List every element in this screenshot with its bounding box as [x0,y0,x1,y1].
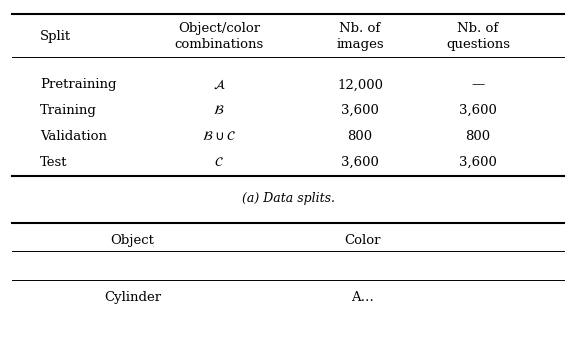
Text: Color: Color [344,234,381,247]
Text: Nb. of
images: Nb. of images [336,22,384,51]
Text: —: — [471,78,485,91]
Text: Pretraining: Pretraining [40,78,117,91]
Text: Cylinder: Cylinder [104,291,161,304]
Text: 3,600: 3,600 [341,104,379,117]
Text: A…: A… [351,291,374,304]
Text: Split: Split [40,30,71,43]
Text: 3,600: 3,600 [341,156,379,169]
Text: 3,600: 3,600 [459,104,497,117]
Text: Training: Training [40,104,97,117]
Text: Test: Test [40,156,68,169]
Text: Nb. of
questions: Nb. of questions [446,22,510,51]
Text: 3,600: 3,600 [459,156,497,169]
Text: Validation: Validation [40,130,107,143]
Text: $\mathcal{B}\cup\mathcal{C}$: $\mathcal{B}\cup\mathcal{C}$ [202,130,236,143]
Text: 800: 800 [465,130,491,143]
Text: Object: Object [111,234,154,247]
Text: $\mathcal{A}$: $\mathcal{A}$ [213,78,225,91]
Text: (a) Data splits.: (a) Data splits. [241,192,335,206]
Text: 800: 800 [347,130,373,143]
Text: $\mathcal{B}$: $\mathcal{B}$ [213,104,225,117]
Text: $\mathcal{C}$: $\mathcal{C}$ [214,156,223,169]
Text: 12,000: 12,000 [337,78,383,91]
Text: Object/color
combinations: Object/color combinations [175,22,263,51]
